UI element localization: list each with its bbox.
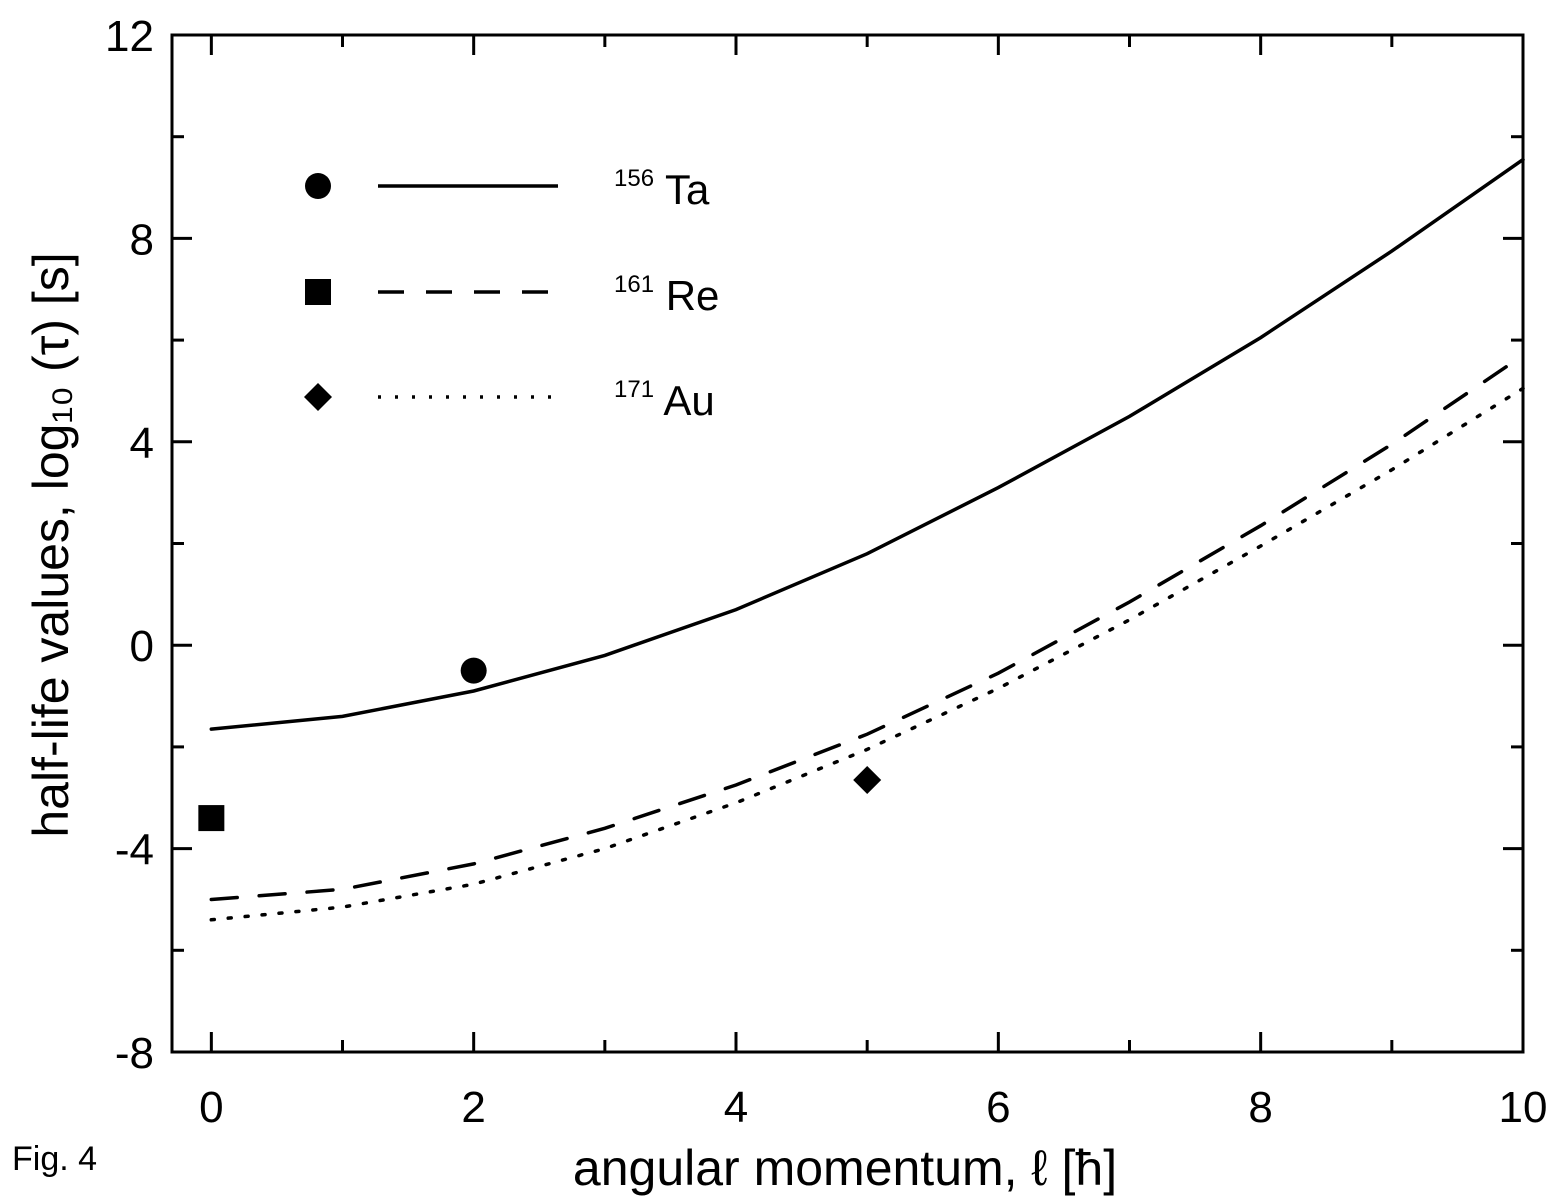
legend: 156 Ta 161 Re 171 Au bbox=[304, 165, 719, 424]
tick-labels-group: 0 2 4 6 8 10 -8 -4 0 4 8 12 bbox=[105, 12, 1547, 1132]
legend-label-ta: 156 Ta bbox=[614, 165, 710, 213]
ticks-group bbox=[172, 33, 1525, 1054]
series-line-ta bbox=[209, 157, 1525, 731]
y-tick-label: -4 bbox=[115, 826, 154, 875]
series-line-au bbox=[209, 386, 1525, 922]
x-tick-label: 10 bbox=[1499, 1083, 1548, 1132]
x-tick-label: 4 bbox=[724, 1083, 748, 1132]
y-tick-label: 8 bbox=[130, 215, 154, 264]
x-tick-label: 2 bbox=[461, 1083, 485, 1132]
y-axis-label: half-life values, log₁₀ (τ) [s] bbox=[23, 252, 79, 837]
x-tick-label: 6 bbox=[986, 1083, 1010, 1132]
y-tick-label: 4 bbox=[130, 419, 154, 468]
legend-marker-re bbox=[305, 279, 331, 305]
legend-label-re: 161 Re bbox=[614, 271, 719, 319]
y-tick-label: -8 bbox=[115, 1029, 154, 1078]
data-point-re bbox=[198, 805, 225, 832]
data-point-ta bbox=[460, 657, 487, 684]
legend-label-au: 171 Au bbox=[614, 376, 715, 424]
x-tick-label: 0 bbox=[199, 1083, 223, 1132]
x-tick-label: 8 bbox=[1248, 1083, 1272, 1132]
y-tick-label: 12 bbox=[105, 12, 154, 61]
y-tick-label: 0 bbox=[130, 622, 154, 671]
figure-caption: Fig. 4 bbox=[12, 1140, 98, 1178]
series-lines-group bbox=[209, 157, 1525, 922]
data-points-group bbox=[198, 657, 882, 832]
plot-frame bbox=[170, 33, 1525, 1054]
x-axis-label: angular momentum, ℓ [ħ] bbox=[573, 1140, 1117, 1196]
legend-marker-au bbox=[304, 383, 332, 411]
series-line-re bbox=[209, 353, 1525, 902]
data-point-au bbox=[853, 765, 882, 794]
legend-marker-ta bbox=[305, 173, 331, 199]
